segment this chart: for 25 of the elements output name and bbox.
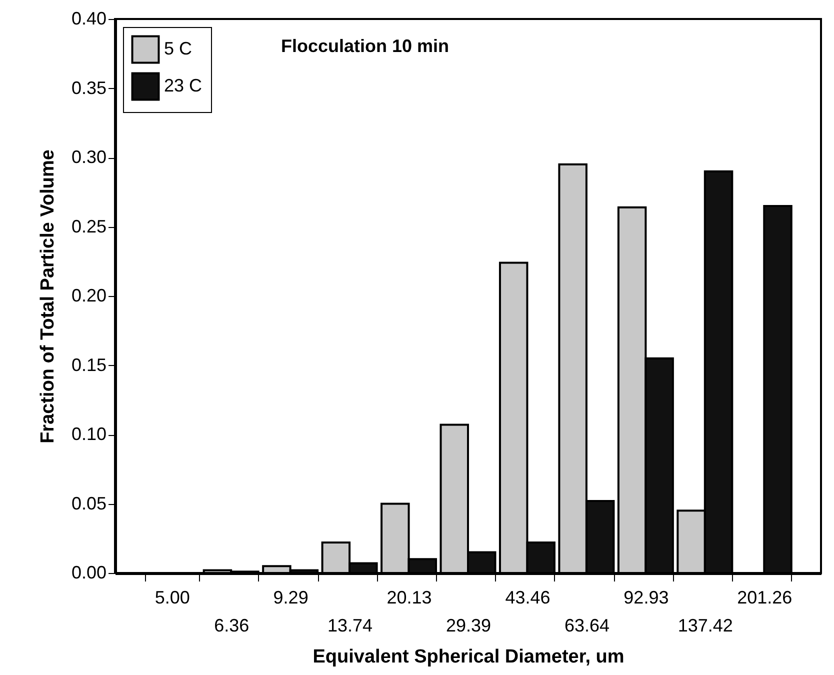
- x-tick-label: 20.13: [386, 588, 432, 608]
- y-tick-label: 0.00: [71, 562, 106, 582]
- y-tick-label: 0.35: [71, 78, 106, 98]
- x-tick-label: 5.00: [154, 588, 190, 608]
- x-tick-label: 9.29: [273, 588, 308, 608]
- y-tick-label: 0.20: [71, 286, 106, 306]
- y-tick-label: 0.40: [71, 8, 106, 28]
- y-tick-label: 0.10: [71, 424, 106, 444]
- y-tick-label: 0.30: [71, 147, 106, 167]
- x-tick-label: 29.39: [446, 616, 492, 636]
- x-tick-label: 92.93: [624, 588, 669, 608]
- x-tick-label: 201.26: [737, 588, 792, 608]
- y-tick-label: 0.25: [71, 216, 106, 236]
- x-tick-label: 63.64: [564, 616, 610, 636]
- y-tick-label: 0.15: [71, 354, 106, 375]
- x-tick-label: 6.36: [214, 616, 250, 636]
- annotation: Flocculation 10 min: [280, 36, 450, 56]
- x-tick-label: 43.46: [505, 588, 550, 608]
- y-axis-title: Fraction of Total Particle Volume: [37, 150, 58, 444]
- x-axis-title: Equivalent Spherical Diameter, um: [312, 646, 624, 668]
- y-tick-label: 0.05: [71, 493, 106, 514]
- x-tick-label: 137.42: [678, 616, 733, 636]
- legend-label: 5 C: [164, 38, 192, 58]
- x-tick-label: 13.74: [328, 616, 373, 636]
- legend-label: 23 C: [164, 76, 202, 96]
